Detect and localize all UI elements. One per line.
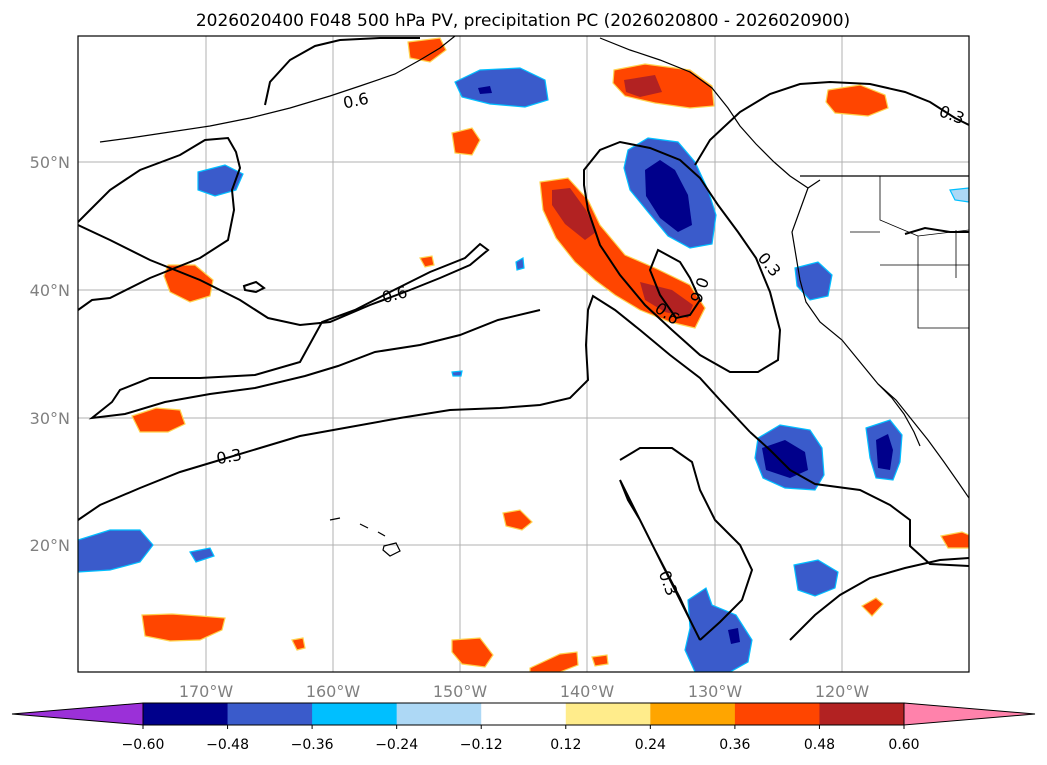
colorbar-tick-label: 0.24 [635,737,666,753]
contour-0.3 [619,479,701,641]
lon-tick-label: 150°W [433,682,488,701]
colorbar-over-arrow [903,702,1036,726]
contour-0.6 [583,140,782,373]
precip-blob-core [876,434,893,470]
contour-0.3 [619,447,754,641]
figure-title: 2026020400 F048 500 hPa PV, precipitatio… [196,11,850,31]
contour-0.3 [749,431,969,567]
lon-tick-label: 170°W [179,682,234,701]
contour-label: 0.3 [215,445,243,468]
contour-0.3 [694,80,969,166]
north-america-west-coast [791,187,969,499]
contour-closed [242,280,266,294]
colorbar-cell [481,703,567,725]
hawaii [329,517,401,557]
lon-tick-label: 120°W [815,682,870,701]
precip-blob [451,370,463,377]
precip-blob [794,261,833,301]
precip-blob [949,187,969,203]
lon-tick-label: 140°W [560,682,615,701]
colorbar-cell [650,703,736,725]
precip-blob [612,63,715,109]
precip-blob [189,547,215,563]
alaska-coast [99,36,456,143]
colorbar: −0.60 −0.48 −0.36 −0.24 −0.12 0.12 0.24 0.36 0.4… [11,702,1036,753]
precip-blob-core [624,75,662,97]
baja-coast [877,383,921,447]
colorbar-cell [143,703,229,725]
precip-blob [141,613,226,642]
map-panel: 0.6 0.6 0.3 0.3 0.6 0.6 0.3 0.3 [77,35,970,673]
precip-blob-core [728,628,740,644]
precip-blob [407,37,447,63]
colorbar-tick-label: −0.36 [291,737,334,753]
lat-tick-label: 40°N [30,281,70,300]
precip-blob-core [762,440,808,478]
longitude-labels: 170°W 160°W 150°W 140°W 130°W 120°W [179,682,870,701]
contour-0.6 [264,37,420,106]
contour-0.3 [648,248,702,320]
contour-label: 0.6 [341,89,370,113]
colorbar-tick-label: 0.60 [888,737,919,753]
colorbar-cell [819,703,905,725]
colorbar-tick-label: −0.60 [122,737,165,753]
colorbar-tick-label: 0.12 [550,737,581,753]
lat-tick-label: 20°N [30,536,70,555]
precip-blob [131,407,186,433]
colorbar-under-arrow [11,702,144,726]
latitude-labels: 50°N 40°N 30°N 20°N [30,153,70,555]
precip-blob [940,531,969,549]
contour-0.3 [904,226,969,235]
lon-tick-label: 130°W [688,682,743,701]
precip-blob [515,257,525,271]
precip-blob [291,637,306,651]
lat-tick-label: 50°N [30,153,70,172]
precip-blob-core [478,86,492,94]
precip-blob [591,654,609,667]
precip-blob [419,255,435,268]
precip-blob [861,597,884,617]
precip-blob [825,84,889,117]
colorbar-cell [396,703,482,725]
colorbar-tick-label: −0.48 [206,737,249,753]
precip-blob [454,67,549,108]
contour-0.3 [789,557,969,641]
precip-blob [502,509,533,531]
precip-blob [684,587,753,672]
lat-tick-label: 30°N [30,409,70,428]
colorbar-cell [734,703,820,725]
precip-positive [131,37,969,672]
colorbar-cell [312,703,398,725]
contour-0.3 [78,294,751,521]
contour-0.6 [78,224,541,420]
map-frame [77,35,970,673]
coastlines [99,36,969,557]
precip-blob [793,559,839,597]
lon-tick-label: 160°W [306,682,361,701]
precip-blob [451,637,494,668]
precip-blob-core [552,188,596,240]
state-borders [850,176,969,329]
precip-blob-core [645,160,692,232]
colorbar-tick-label: −0.12 [460,737,503,753]
colorbar-tick-label: 0.36 [719,737,750,753]
precip-blob [78,529,154,573]
pv-contours [78,37,969,641]
colorbar-cell [565,703,651,725]
colorbar-tick-label: −0.24 [375,737,418,753]
contour-0.6 [78,136,242,311]
precip-blob [529,651,579,672]
colorbar-cell [227,703,313,725]
precip-blob [451,127,481,156]
precip-blob [163,264,214,303]
colorbar-tick-label: 0.48 [804,737,835,753]
precip-blob-core [640,282,693,318]
